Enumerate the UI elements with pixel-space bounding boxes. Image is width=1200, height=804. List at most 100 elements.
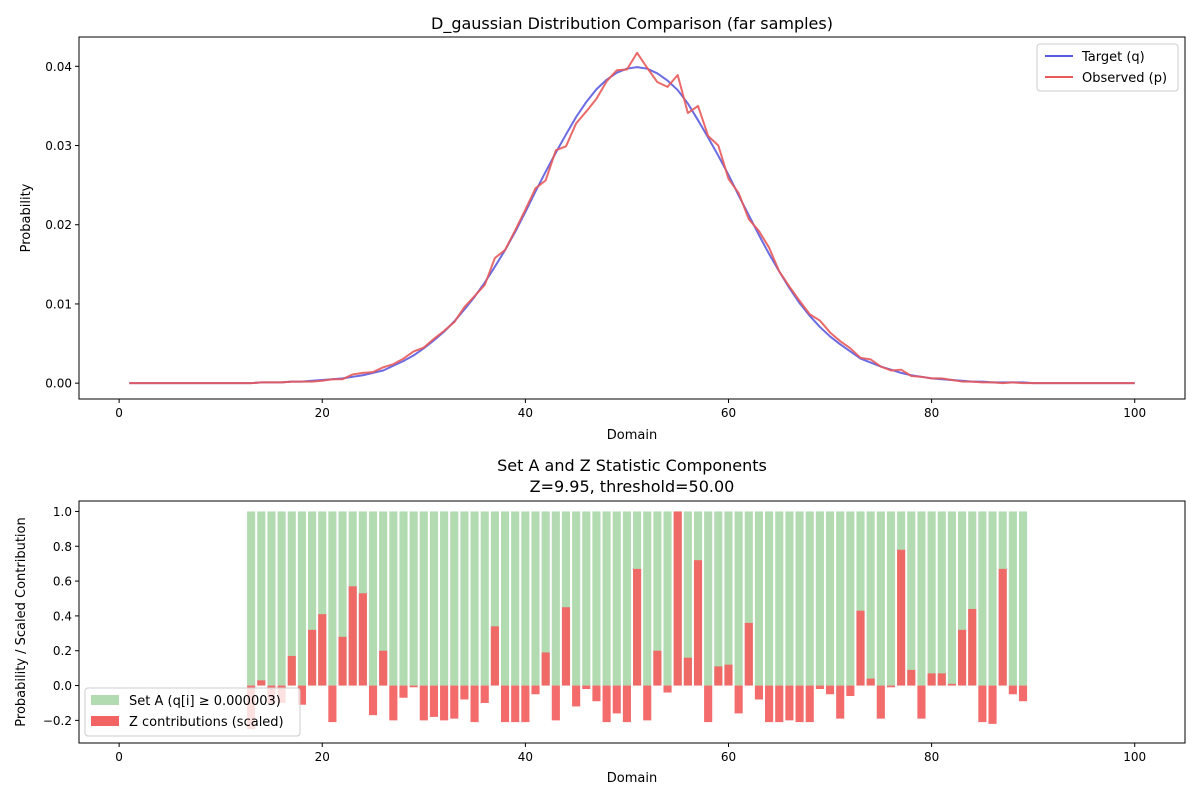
set-a-bar (399, 511, 408, 686)
z-contribution-bar (815, 685, 824, 690)
z-contribution-bar (724, 664, 733, 686)
z-contribution-bar (368, 685, 378, 716)
z-contribution-bar (521, 685, 530, 723)
set-a-bar (775, 511, 784, 686)
set-a-bar (592, 511, 601, 686)
set-a-bar (450, 511, 459, 686)
legend-target-label: Target (q) (1081, 50, 1145, 65)
z-contribution-bar (907, 669, 916, 686)
z-contribution-bar (297, 685, 306, 705)
set-a-bar (247, 511, 256, 686)
z-contribution-bar (602, 685, 611, 723)
chart1-x-axis: 0 20 40 60 80 100 (115, 399, 1146, 420)
z-contribution-bar (328, 685, 337, 723)
set-a-bar (1008, 511, 1017, 686)
z-contribution-bar (897, 549, 906, 686)
set-a-bar (267, 511, 276, 686)
z-contribution-bar (389, 685, 398, 721)
set-a-bar (622, 511, 631, 686)
z-contribution-bar (998, 568, 1007, 686)
chart1-y-tick-label: 0.01 (45, 297, 72, 311)
set-a-bar (612, 511, 621, 686)
legend-z-swatch (91, 716, 119, 726)
z-contribution-bar (531, 685, 540, 695)
set-a-bar (754, 511, 764, 686)
set-a-bar (572, 511, 581, 686)
chart1-x-tick-label: 60 (721, 406, 736, 420)
z-contribution-bar (1018, 685, 1028, 702)
z-contribution-bar (714, 666, 723, 686)
z-contribution-bar (866, 678, 875, 686)
z-contribution-bar (257, 680, 266, 686)
z-contribution-bar (754, 685, 764, 700)
set-a-bar (846, 511, 855, 686)
legend-set-a-label: Set A (q[i] ≥ 0.000003) (129, 694, 281, 709)
distribution-comparison-chart: D_gaussian Distribution Comparison (far … (19, 14, 1186, 443)
z-contribution-bar (511, 685, 520, 723)
set-a-bar (257, 511, 266, 686)
set-a-bar (561, 511, 571, 686)
set-a-bar (531, 511, 540, 686)
z-contribution-bar (379, 650, 388, 686)
set-a-bar (866, 511, 875, 686)
z-contribution-bar (500, 685, 510, 723)
z-contribution-bar (886, 685, 896, 688)
z-contribution-bar (825, 685, 835, 695)
chart2-x-tick-label: 0 (115, 750, 123, 764)
set-a-bar (500, 511, 510, 686)
legend-set-a-swatch (91, 695, 119, 705)
chart2-y-tick-label: 0.2 (53, 644, 72, 658)
z-contribution-bar (927, 673, 936, 686)
set-a-bar (836, 511, 845, 686)
z-contribution-bar (846, 685, 855, 696)
set-a-bar (876, 511, 885, 686)
z-contribution-bar (592, 685, 601, 702)
chart2-y-label: Probability / Scaled Contribution (14, 517, 29, 726)
z-contribution-bar (917, 685, 926, 719)
z-contribution-bar (795, 685, 804, 723)
chart1-y-tick-label: 0.04 (45, 60, 72, 74)
set-a-bar (744, 511, 753, 686)
chart2-y-tick-label: 1.0 (53, 505, 72, 519)
z-contribution-bar (693, 560, 703, 686)
z-contribution-bar (633, 568, 642, 686)
set-a-bar (765, 511, 774, 686)
chart2-y-tick-label: 0.8 (53, 540, 72, 554)
z-contribution-bar (947, 683, 956, 686)
z-contribution-bar (551, 685, 560, 721)
chart2-title-line1: Set A and Z Statistic Components (497, 456, 767, 475)
set-a-bar (297, 511, 306, 686)
set-a-bar (440, 511, 449, 686)
z-contribution-bar (622, 685, 631, 723)
z-contribution-bar (582, 685, 591, 690)
z-contribution-bar (287, 655, 296, 686)
set-a-bar (978, 511, 987, 686)
chart2-x-tick-label: 40 (518, 750, 533, 764)
z-contribution-bar (968, 608, 977, 686)
set-a-bar (328, 511, 337, 686)
chart1-y-label: Probability (19, 183, 34, 252)
set-a-bar (480, 511, 489, 686)
set-a-bar (470, 511, 479, 686)
chart1-x-tick-label: 20 (315, 406, 330, 420)
set-a-bar (389, 511, 398, 686)
chart2-x-tick-label: 80 (924, 750, 939, 764)
chart2-y-tick-label: 0.6 (53, 575, 72, 589)
chart1-x-tick-label: 80 (924, 406, 939, 420)
z-contribution-bar (734, 685, 743, 714)
z-contribution-bar (785, 685, 794, 721)
z-contribution-bar (876, 685, 885, 719)
set-a-bar (409, 511, 418, 686)
chart2-legend: Set A (q[i] ≥ 0.000003) Z contributions … (84, 687, 301, 737)
z-contribution-bar (541, 652, 550, 686)
z-contribution-bar (460, 685, 469, 700)
chart1-x-label: Domain (607, 428, 657, 443)
chart1-legend: Target (q) Observed (p) (1036, 43, 1179, 92)
z-contribution-bar (836, 685, 845, 719)
z-contribution-bar (409, 685, 418, 688)
set-a-bar (460, 511, 469, 686)
z-contribution-bar (643, 685, 652, 721)
set-a-bar (927, 511, 936, 686)
z-contribution-bar (683, 657, 692, 686)
